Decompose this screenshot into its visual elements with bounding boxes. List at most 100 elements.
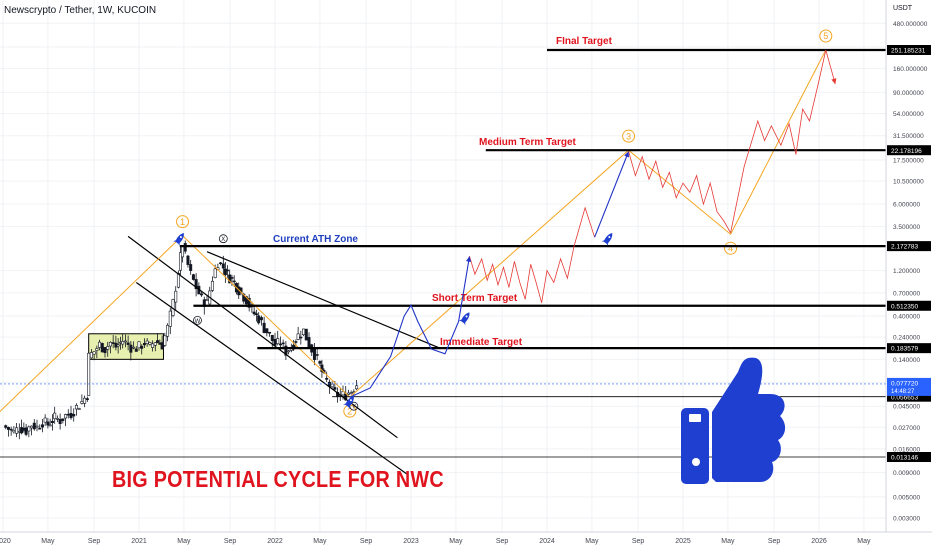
candle-bear bbox=[254, 313, 258, 315]
candle-bear bbox=[186, 255, 190, 265]
candle-bull bbox=[349, 392, 353, 394]
price-tag[interactable] bbox=[887, 145, 931, 156]
candle-bear bbox=[244, 296, 248, 305]
candle-bull bbox=[12, 430, 16, 433]
candle-bull bbox=[181, 246, 185, 258]
candle-bear bbox=[232, 280, 236, 283]
rocket-icon bbox=[343, 396, 354, 410]
x-tick-label: Sep bbox=[224, 538, 237, 545]
candle-bear bbox=[307, 337, 311, 349]
x-tick-label: 2025 bbox=[675, 538, 691, 545]
candle-bear bbox=[325, 377, 329, 380]
y-tick-label: 1.200000 bbox=[893, 268, 920, 275]
trend-line bbox=[135, 282, 409, 476]
candle-bull bbox=[148, 342, 152, 345]
candle-bear bbox=[312, 348, 316, 360]
candle-bull bbox=[178, 252, 182, 271]
candle-bull bbox=[153, 342, 157, 346]
blue-projection-path bbox=[349, 256, 471, 398]
candle-bull bbox=[95, 348, 99, 351]
y-tick-label: 0.027000 bbox=[893, 425, 920, 432]
wave-label: 1 bbox=[180, 217, 185, 227]
candle-bear bbox=[318, 361, 322, 364]
candle-bull bbox=[346, 392, 350, 395]
candle-bear bbox=[66, 413, 70, 416]
level-label: Medium Term Target bbox=[479, 137, 577, 148]
candle-bear bbox=[257, 315, 261, 324]
price-tag[interactable] bbox=[887, 300, 931, 311]
price-tag-text: 0.056653 bbox=[891, 394, 918, 401]
price-tag[interactable] bbox=[887, 241, 931, 252]
candle-bear bbox=[32, 422, 36, 430]
red-correction-path bbox=[628, 151, 731, 233]
y-axis-unit: USDT bbox=[893, 5, 913, 12]
candle-bear bbox=[6, 426, 10, 430]
candle-bear bbox=[230, 277, 234, 279]
y-tick-label: 17.500000 bbox=[893, 157, 924, 164]
wave-label: 5 bbox=[823, 31, 828, 41]
candle-bear bbox=[69, 413, 73, 419]
candle-bull bbox=[77, 408, 81, 410]
candle-bear bbox=[156, 340, 160, 343]
price-tag[interactable] bbox=[887, 391, 931, 402]
y-tick-label: 54.000000 bbox=[893, 111, 924, 118]
x-tick-label: May bbox=[313, 538, 327, 545]
y-tick-label: 0.140000 bbox=[893, 357, 920, 364]
minor-wave-marker bbox=[349, 401, 359, 411]
candle-bear bbox=[38, 427, 42, 430]
candle-bull bbox=[296, 333, 300, 340]
candle-bear bbox=[9, 428, 13, 431]
y-axis[interactable]: USDT480.000000270.000000160.00000090.000… bbox=[885, 0, 931, 532]
candle-bull bbox=[174, 290, 178, 303]
red-final-leg-path bbox=[730, 49, 836, 233]
minor-wave-marker bbox=[193, 315, 202, 325]
y-tick-label: 6.000000 bbox=[893, 202, 920, 209]
x-tick-label: May bbox=[41, 538, 55, 545]
projection-layer bbox=[349, 49, 837, 398]
candle-bull bbox=[92, 351, 96, 355]
y-tick-label: 480.000000 bbox=[893, 21, 928, 28]
candle-bull bbox=[355, 385, 359, 390]
candle-bear bbox=[4, 425, 8, 428]
x-tick-label: Sep bbox=[496, 538, 509, 545]
x-tick-label: 2020 bbox=[0, 538, 11, 545]
price-tag[interactable] bbox=[887, 452, 931, 462]
x-axis[interactable]: 2020 May Sep 2021 May Sep 2022 May Sep 2023 May Sep… bbox=[0, 531, 932, 545]
candle-bull bbox=[210, 280, 214, 291]
minor-wave-label: Y bbox=[352, 405, 356, 411]
x-tick-label: May bbox=[857, 538, 871, 545]
y-tick-label: 10.500000 bbox=[893, 179, 924, 186]
x-tick-label: May bbox=[721, 538, 735, 545]
candle-bull bbox=[121, 341, 125, 345]
candle-bear bbox=[299, 336, 303, 339]
candle-bear bbox=[270, 334, 274, 341]
candle-bull bbox=[116, 344, 120, 347]
wave-marker bbox=[622, 129, 636, 143]
candle-bear bbox=[111, 342, 115, 344]
rocket-icon bbox=[173, 232, 184, 246]
minor-wave-label: X bbox=[221, 237, 225, 243]
blue-rise-path bbox=[594, 151, 630, 238]
candle-bear bbox=[265, 328, 269, 334]
price-tag[interactable] bbox=[887, 343, 931, 354]
y-tick-label: 90.000000 bbox=[893, 90, 924, 97]
candle-bull bbox=[151, 343, 155, 348]
candle-bear bbox=[58, 419, 62, 425]
candle-bear bbox=[61, 418, 65, 421]
price-tag-text: 0.183579 bbox=[891, 346, 918, 353]
y-tick-label: 0.005000 bbox=[893, 494, 920, 501]
rocket-icon bbox=[458, 312, 470, 326]
y-tick-label: 0.045000 bbox=[893, 404, 920, 411]
candle-bear bbox=[189, 264, 193, 271]
candle-bear bbox=[320, 364, 324, 372]
wave-label: 2 bbox=[347, 406, 352, 416]
candle-bear bbox=[183, 243, 187, 252]
candle-bull bbox=[287, 350, 291, 353]
candle-bear bbox=[85, 398, 89, 400]
price-tag[interactable] bbox=[887, 45, 931, 55]
level-label: Short Term Target bbox=[432, 293, 518, 304]
current-price-badge[interactable] bbox=[887, 377, 931, 396]
candle-bear bbox=[315, 354, 319, 356]
x-tick-label: Sep bbox=[632, 538, 645, 545]
